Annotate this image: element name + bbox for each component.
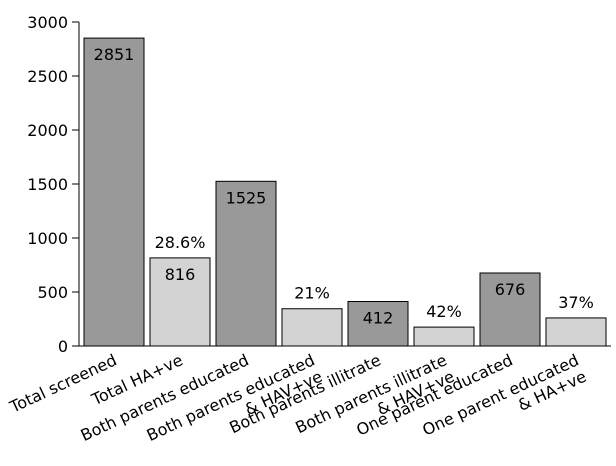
bar-percent-label: 28.6%: [155, 233, 206, 252]
y-tick-label: 3000: [27, 13, 68, 32]
bar-value-label: 2851: [94, 45, 135, 64]
y-tick-label: 1000: [27, 229, 68, 248]
y-tick-label: 1500: [27, 175, 68, 194]
category-label-line: Total screened: [6, 350, 120, 417]
bar-value-label: 676: [495, 280, 526, 299]
category-label: Total screened: [6, 350, 120, 417]
y-tick-label: 500: [37, 283, 68, 302]
bar-8: [545, 317, 607, 347]
bar-value-label: 816: [165, 265, 196, 284]
y-tick-label: 0: [58, 337, 68, 356]
bar-2: [149, 257, 211, 347]
bar-5: [347, 301, 409, 347]
bar-value-label: 1525: [226, 188, 267, 207]
axis-layer: 0 500 1000 1500 2000 2500 3000: [27, 13, 611, 356]
bars-layer: [83, 37, 607, 347]
bar-3: [215, 180, 277, 347]
y-tick-label: 2500: [27, 67, 68, 86]
bar-1: [83, 37, 145, 347]
bar-value-label: 412: [363, 309, 394, 328]
bar-7: [479, 272, 541, 347]
bar-4: [281, 308, 343, 347]
bar-percent-label: 21%: [294, 284, 330, 303]
y-tick-label: 2000: [27, 121, 68, 140]
bar-percent-label: 37%: [558, 293, 594, 312]
bar-6: [413, 326, 475, 347]
bar-percent-label: 42%: [426, 302, 462, 321]
